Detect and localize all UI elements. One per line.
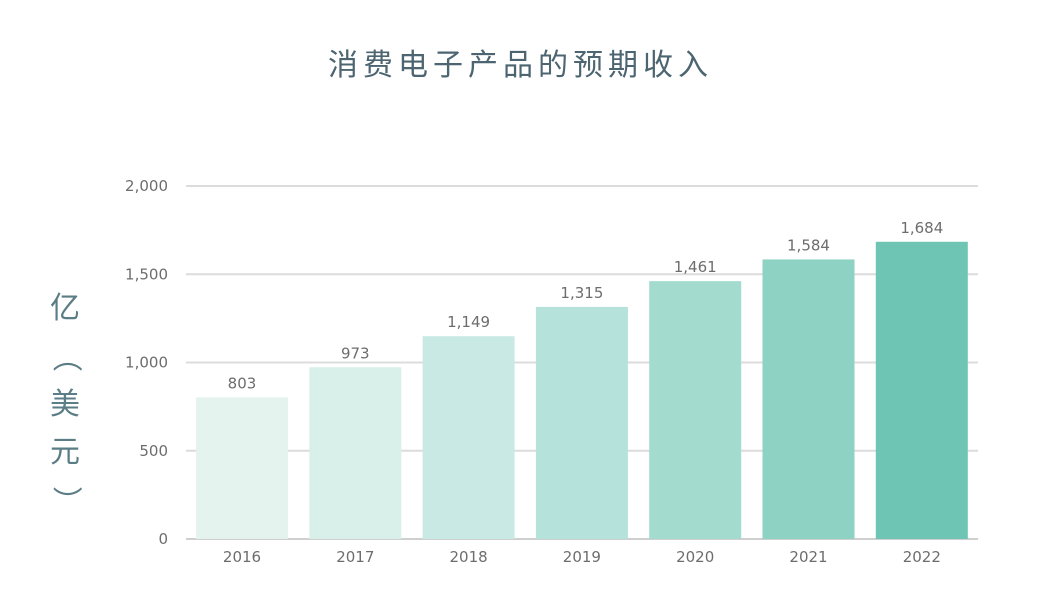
x-tick-labels: 2016 2017 2018 2019 2020 2021 2022 [223,548,941,566]
x-tick-label-2020: 2020 [676,548,714,566]
y-axis-label-char-3: 美 [50,387,80,422]
value-label-2022: 1,684 [900,219,943,237]
x-tick-label-2016: 2016 [223,548,261,566]
x-tick-label-2017: 2017 [336,548,374,566]
value-label-2018: 1,149 [447,313,490,331]
x-tick-label-2021: 2021 [789,548,827,566]
bar-2020 [649,281,742,539]
y-axis-label-char-1: 亿 [50,291,80,326]
y-tick-label-2000: 2,000 [125,177,168,195]
y-axis-label-char-4: 元 [50,435,80,470]
bar-2019 [535,306,628,539]
y-tick-label-1500: 1,500 [125,265,168,283]
value-label-2017: 973 [341,344,370,362]
bar-2022 [875,241,968,540]
bar-2018 [422,336,515,539]
y-axis-label: 亿 （ 美 元 ） [40,285,90,525]
value-label-2019: 1,315 [560,284,603,302]
chart-title: 消费电子产品的预期收入 [328,48,713,83]
bar-2017 [309,367,402,539]
x-tick-label-2019: 2019 [563,548,601,566]
bars [196,241,968,540]
y-tick-label-1000: 1,000 [125,354,168,372]
bar-2016 [196,397,288,539]
y-tick-label-0: 0 [158,530,168,548]
y-tick-label-500: 500 [139,442,168,460]
value-labels: 803 973 1,149 1,315 1,461 1,584 1,684 [228,219,944,392]
x-tick-label-2022: 2022 [903,548,941,566]
x-tick-label-2018: 2018 [450,548,488,566]
value-label-2021: 1,584 [787,236,830,254]
value-label-2016: 803 [228,374,257,392]
value-label-2020: 1,461 [674,258,717,276]
bar-2021 [762,259,855,539]
